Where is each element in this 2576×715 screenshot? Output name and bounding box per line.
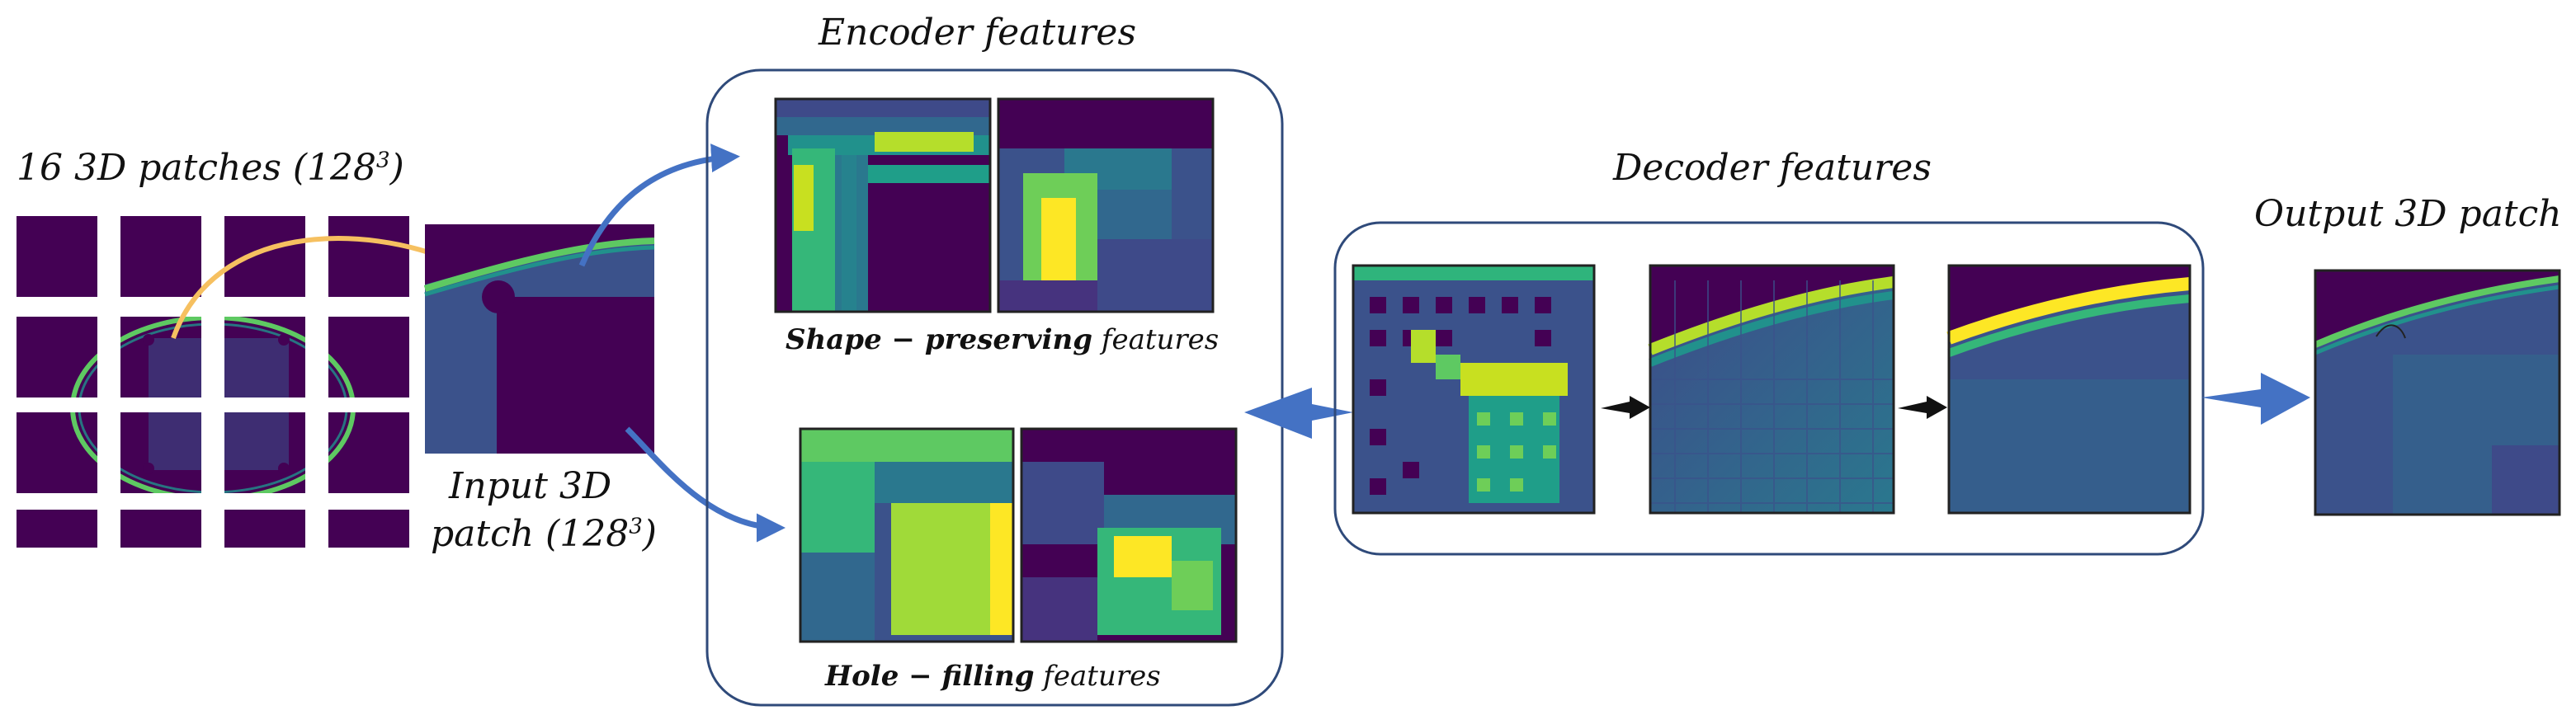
selection-arrow bbox=[171, 236, 460, 340]
encoder-shape-map-2 bbox=[997, 97, 1215, 313]
hole-filling-caption: Hole − filling features bbox=[825, 660, 1161, 693]
encoder-title: Encoder features bbox=[819, 12, 1137, 54]
decoder-box bbox=[1333, 221, 2205, 556]
input-patch bbox=[423, 224, 655, 454]
output-title: Output 3D patch bbox=[2254, 193, 2562, 235]
encoder-hole-map-1 bbox=[799, 427, 1015, 643]
encoder-hole-map-2 bbox=[1020, 427, 1238, 643]
decoder-map-3 bbox=[1946, 264, 2191, 515]
encoder-box bbox=[705, 68, 1284, 707]
decoder-map-1 bbox=[1352, 264, 1596, 515]
shape-preserving-caption: Shape − preserving features bbox=[786, 323, 1220, 356]
arrow-decoder-to-output bbox=[2201, 373, 2310, 425]
input-patch-label-line1: Input 3D bbox=[449, 465, 612, 507]
patch-grid bbox=[8, 206, 421, 553]
decoder-map-2 bbox=[1648, 264, 1895, 515]
decoder-title: Decoder features bbox=[1613, 147, 1932, 189]
arrow-encoder-to-decoder bbox=[1244, 388, 1353, 439]
output-patch bbox=[2314, 269, 2561, 516]
arrow-decoder-1-to-2 bbox=[1601, 396, 1650, 419]
patches-title: 16 3D patches (1283) bbox=[17, 147, 404, 189]
arrow-to-hole-features bbox=[625, 426, 786, 543]
input-patch-label-line2: patch (1283) bbox=[431, 513, 657, 555]
encoder-shape-map-1 bbox=[774, 97, 992, 313]
arrow-decoder-2-to-3 bbox=[1898, 396, 1947, 419]
